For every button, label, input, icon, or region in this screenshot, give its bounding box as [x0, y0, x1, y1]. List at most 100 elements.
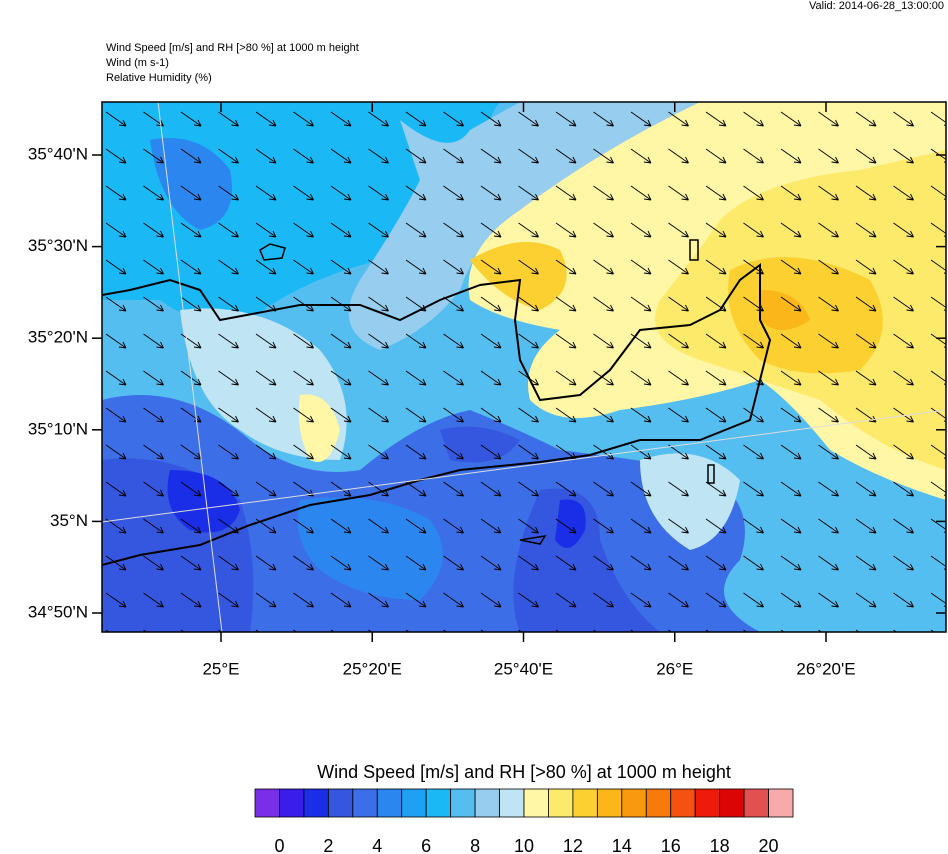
- wind-arrow: [255, 444, 277, 460]
- wind-arrow: [930, 370, 946, 385]
- lon-label: 25°40'E: [494, 659, 553, 678]
- wind-arrow: [443, 555, 464, 571]
- wind-arrow: [218, 148, 239, 164]
- colorbar-box: [327, 788, 354, 818]
- wind-arrow: [405, 185, 427, 201]
- wind-arrow: [443, 185, 464, 201]
- wind-arrow: [818, 407, 839, 423]
- wind-arrow: [630, 481, 652, 497]
- wind-arrow: [293, 592, 314, 608]
- wind-arrow: [180, 481, 202, 497]
- colorbar-box: [523, 788, 549, 818]
- wind-arrow: [593, 518, 614, 534]
- wind-arrow: [368, 555, 389, 571]
- wind-arrow: [105, 296, 127, 312]
- wind-arrow: [555, 518, 577, 534]
- wind-arrow: [293, 444, 314, 460]
- wind-arrow: [293, 407, 314, 423]
- colorbar-label: 8: [470, 836, 480, 854]
- wind-arrow: [555, 148, 577, 164]
- wind-arrow: [518, 518, 539, 534]
- wind-arrow: [180, 185, 202, 201]
- wind-arrow: [180, 148, 202, 164]
- wind-arrow: [143, 333, 164, 349]
- wind-arrow: [780, 333, 802, 349]
- wind-arrow: [518, 592, 539, 608]
- lon-label: 25°20'E: [343, 659, 402, 678]
- wind-arrow: [668, 592, 689, 608]
- wind-arrow: [330, 555, 352, 571]
- wind-arrow: [480, 296, 502, 312]
- wind-arrow: [705, 555, 727, 571]
- lon-label: 25°E: [202, 659, 239, 678]
- wind-arrow: [143, 370, 164, 386]
- wind-arrow: [780, 518, 802, 534]
- wind-arrow: [780, 296, 802, 312]
- wind-arrow: [480, 259, 502, 275]
- wind-arrow: [705, 481, 727, 497]
- wind-arrow: [893, 370, 914, 386]
- wind-arrow: [818, 481, 839, 497]
- wind-arrow: [630, 592, 652, 608]
- colorbar-label: 4: [372, 836, 382, 854]
- wind-arrow: [518, 333, 539, 349]
- wind-arrow: [518, 407, 539, 423]
- wind-arrow: [893, 555, 914, 571]
- wind-arrow: [180, 259, 202, 275]
- wind-arrow: [780, 222, 802, 238]
- colorbar-label: 18: [710, 836, 730, 854]
- wind-arrow: [893, 407, 914, 423]
- wind-arrow: [855, 370, 877, 386]
- wind-arrow: [930, 518, 946, 533]
- wind-arrow: [518, 259, 539, 275]
- wind-arrow: [143, 481, 164, 497]
- colorbar-box: [670, 788, 696, 818]
- wind-arrow: [180, 407, 202, 423]
- wind-arrow: [780, 111, 802, 127]
- field: [102, 102, 946, 632]
- wind-arrow: [143, 444, 164, 460]
- wind-arrow: [105, 444, 127, 460]
- wind-arrow: [330, 111, 352, 127]
- title-line: Wind Speed [m/s] and RH [>80 %] at 1000 …: [106, 42, 359, 54]
- wind-arrow: [405, 518, 427, 534]
- wind-arrow: [780, 481, 802, 497]
- wind-arrow: [630, 296, 652, 312]
- wind-arrow: [405, 148, 427, 164]
- wind-arrow: [743, 222, 764, 238]
- wind-arrow: [143, 296, 164, 312]
- wind-arrow: [555, 222, 577, 238]
- wind-arrow: [780, 259, 802, 275]
- wind-arrow: [330, 185, 352, 201]
- wind-arrow: [218, 259, 239, 275]
- colorbar-label: 0: [274, 836, 284, 854]
- wind-arrow: [668, 259, 689, 275]
- wind-arrow: [668, 407, 689, 423]
- wind-arrow: [443, 444, 464, 460]
- wind-arrow: [218, 111, 239, 127]
- wind-arrow: [893, 333, 914, 349]
- wind-arrow: [330, 222, 352, 238]
- wind-arrow: [330, 259, 352, 275]
- wind-arrow: [180, 222, 202, 238]
- wind-arrow: [818, 111, 839, 127]
- wind-arrow: [293, 148, 314, 164]
- wind-arrow: [930, 222, 946, 237]
- colorbar-box: [401, 788, 427, 818]
- title-line: Relative Humidity (%): [106, 72, 212, 84]
- wind-arrow: [668, 370, 689, 386]
- wind-arrow: [518, 555, 539, 571]
- wind-arrow: [330, 148, 352, 164]
- wind-arrow: [555, 592, 577, 608]
- wind-arrow: [330, 481, 352, 497]
- lat-label: 35°N: [50, 511, 88, 530]
- wind-arrow: [480, 444, 502, 460]
- wind-arrow: [293, 333, 314, 349]
- wind-arrow: [705, 592, 727, 608]
- wind-arrow: [930, 148, 946, 163]
- wind-arrow: [593, 370, 614, 386]
- wind-arrow: [330, 592, 352, 608]
- wind-arrow: [368, 296, 389, 312]
- wind-arrow: [818, 518, 839, 534]
- colorbar-box: [743, 788, 769, 818]
